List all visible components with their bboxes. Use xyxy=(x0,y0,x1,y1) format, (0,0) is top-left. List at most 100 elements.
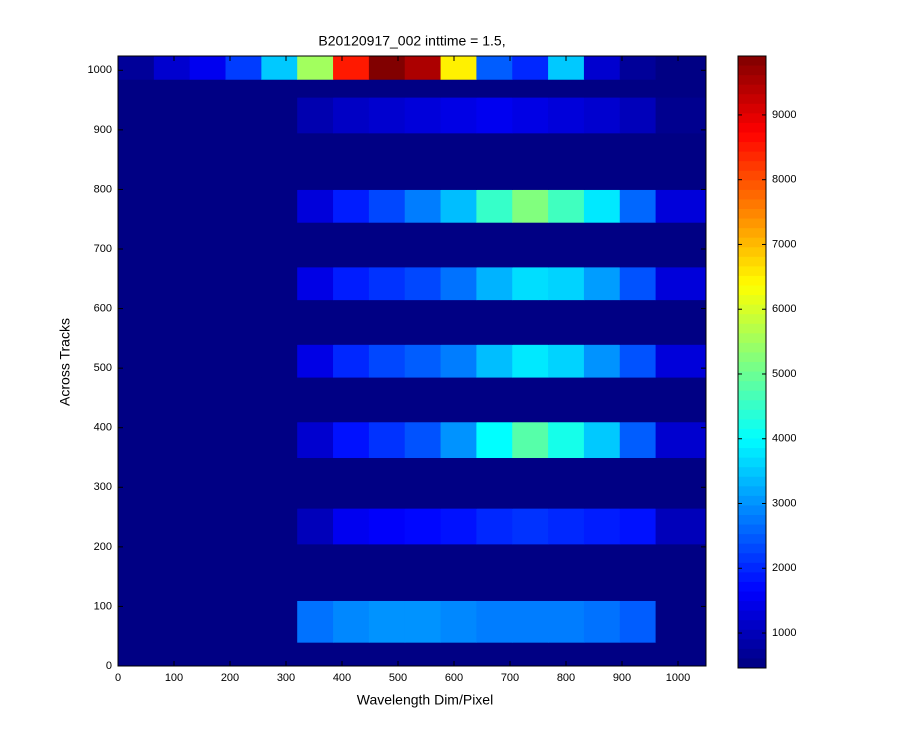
heat-cell xyxy=(297,189,334,223)
heat-cell xyxy=(583,600,621,643)
heat-cell xyxy=(153,299,191,345)
heat-cell xyxy=(512,421,549,459)
heat-cell xyxy=(404,56,442,80)
heat-cell xyxy=(655,600,707,643)
heat-cell xyxy=(261,508,298,545)
y-tick-label: 600 xyxy=(94,302,112,314)
colorbar-strip xyxy=(738,639,766,650)
colorbar-strip xyxy=(738,170,766,181)
heat-cell xyxy=(404,222,442,268)
heat-cell xyxy=(619,79,657,98)
heat-cell xyxy=(619,132,657,190)
heat-cell xyxy=(548,377,585,423)
heat-cell xyxy=(404,600,442,643)
heat-cell xyxy=(655,543,707,601)
colorbar-tick-label: 1000 xyxy=(772,627,796,639)
x-tick-label: 800 xyxy=(557,672,575,684)
x-tick-label: 100 xyxy=(165,672,183,684)
colorbar-strip xyxy=(738,562,766,573)
heat-cell xyxy=(476,56,513,80)
heat-cell xyxy=(189,600,227,643)
heat-cell xyxy=(619,377,657,423)
colorbar-strip xyxy=(738,304,766,315)
heat-cell xyxy=(225,132,262,190)
y-tick-label: 300 xyxy=(94,481,112,493)
colorbar-tick-label: 8000 xyxy=(772,174,796,186)
heat-cell xyxy=(548,222,585,268)
heat-cell xyxy=(225,344,262,378)
heat-cell xyxy=(297,79,334,98)
heat-cell xyxy=(333,421,370,459)
heat-cell xyxy=(512,642,549,667)
colorbar-strip xyxy=(738,400,766,411)
plot-frame xyxy=(117,55,707,667)
colorbar-strip xyxy=(738,457,766,468)
heat-cell xyxy=(225,377,262,423)
heat-cell xyxy=(118,377,155,423)
heat-cell xyxy=(333,600,370,643)
colorbar-strip xyxy=(738,362,766,373)
colorbar-strip xyxy=(738,180,766,191)
heat-cell xyxy=(404,344,442,378)
heat-cell xyxy=(368,56,406,80)
heat-cell xyxy=(476,266,513,301)
chart-title: B20120917_002 inttime = 1.5, xyxy=(318,33,505,49)
heat-cell xyxy=(189,189,227,223)
heat-cell xyxy=(548,543,585,601)
colorbar-strip xyxy=(738,256,766,267)
heat-cell xyxy=(476,377,513,423)
heat-cell xyxy=(440,457,477,509)
heat-cell xyxy=(189,299,227,345)
heat-cell xyxy=(619,642,657,667)
colorbar-strip xyxy=(738,486,766,497)
heat-cell xyxy=(548,79,585,98)
colorbar-strip xyxy=(738,648,766,659)
heat-cell xyxy=(404,97,442,134)
heat-cell xyxy=(440,56,477,80)
colorbar-strip xyxy=(738,209,766,220)
y-tick-label: 800 xyxy=(94,183,112,195)
heat-cell xyxy=(118,132,155,190)
colorbar-strip xyxy=(738,228,766,239)
heat-cell xyxy=(583,79,621,98)
heat-cell xyxy=(583,189,621,223)
heat-cell xyxy=(297,344,334,378)
heat-cell xyxy=(655,132,707,190)
heat-cell xyxy=(655,421,707,459)
heat-cell xyxy=(261,421,298,459)
x-axis-label: Wavelength Dim/Pixel xyxy=(357,692,493,708)
heat-cell xyxy=(261,132,298,190)
heat-cell xyxy=(548,457,585,509)
heat-cell xyxy=(476,421,513,459)
y-axis-label: Across Tracks xyxy=(57,318,73,406)
heat-cell xyxy=(153,457,191,509)
heat-cell xyxy=(333,189,370,223)
colorbar-strip xyxy=(738,467,766,478)
colorbar-tick-label: 7000 xyxy=(772,238,796,250)
heat-cell xyxy=(619,222,657,268)
heat-cell xyxy=(440,299,477,345)
heat-cell xyxy=(476,79,513,98)
heat-cell xyxy=(297,266,334,301)
colorbar-strip xyxy=(738,428,766,439)
heat-cell xyxy=(583,97,621,134)
heat-cell xyxy=(297,642,334,667)
heat-cell xyxy=(440,222,477,268)
heat-cell xyxy=(297,222,334,268)
heat-cell xyxy=(440,421,477,459)
y-tick-label: 500 xyxy=(94,362,112,374)
heat-cell xyxy=(583,299,621,345)
colorbar-tick-label: 4000 xyxy=(772,433,796,445)
heat-cell xyxy=(440,543,477,601)
heat-cell xyxy=(118,543,155,601)
heat-cell xyxy=(476,222,513,268)
heat-cell xyxy=(225,189,262,223)
heat-cell xyxy=(655,56,707,80)
heat-cell xyxy=(583,642,621,667)
y-tick-label: 0 xyxy=(106,660,112,672)
heat-cell xyxy=(476,600,513,643)
heat-cell xyxy=(512,132,549,190)
heat-cell xyxy=(225,97,262,134)
heat-cell xyxy=(225,79,262,98)
heat-cell xyxy=(225,543,262,601)
